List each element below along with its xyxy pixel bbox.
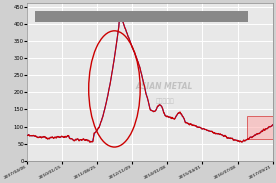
- Text: 亚洲金属网: 亚洲金属网: [155, 98, 174, 104]
- Text: ASIAN METAL: ASIAN METAL: [136, 82, 193, 91]
- Bar: [247, 116, 272, 139]
